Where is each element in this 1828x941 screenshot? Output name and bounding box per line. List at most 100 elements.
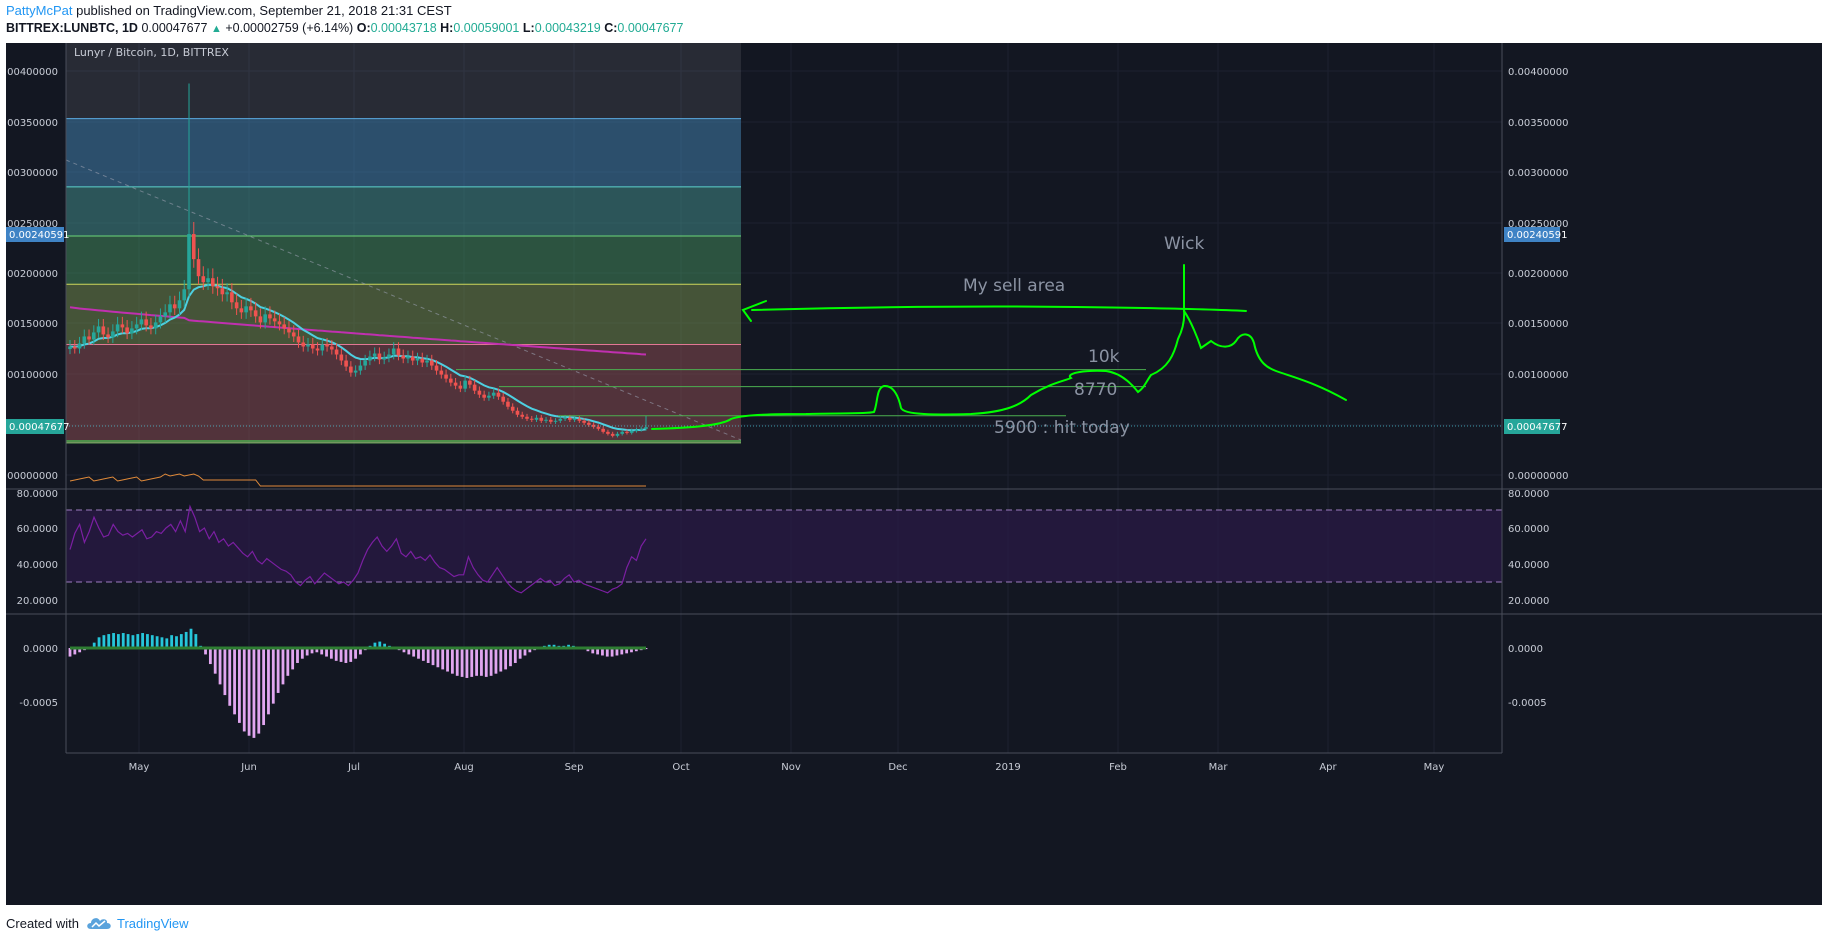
publish-line: PattyMcPat published on TradingView.com,… — [6, 3, 452, 18]
candle-body — [620, 431, 624, 434]
macd-bar — [499, 648, 503, 672]
annotation-10k: 10k — [1088, 347, 1120, 367]
candle-body — [125, 327, 129, 334]
candle-body — [339, 354, 344, 361]
candle-body — [139, 319, 144, 325]
candle-body — [391, 348, 396, 355]
candle-body — [149, 325, 153, 329]
price-axis-label-right: 0.00100000 — [1508, 370, 1568, 381]
macd-bar — [131, 635, 135, 648]
candle-body — [225, 292, 229, 295]
candle-body — [249, 306, 253, 311]
rsi-axis-label-left: 40.0000 — [17, 560, 58, 571]
candle-body — [491, 392, 496, 396]
macd-bar — [518, 648, 522, 659]
annotation-wick: Wick — [1164, 234, 1205, 254]
macd-bar — [421, 648, 425, 661]
macd-bar — [286, 648, 290, 676]
candle-body — [420, 358, 425, 363]
macd-bar — [484, 648, 488, 677]
ema-line — [69, 283, 647, 432]
axis-labels: 0.00400000 0.00400000 0.00350000 0.00350000… — [6, 67, 1568, 773]
candle-body — [434, 365, 439, 371]
macd-bar — [262, 648, 266, 726]
up-triangle-icon: ▲ — [210, 23, 222, 35]
candle-body — [92, 332, 96, 340]
price-axis-label-right: 0.00250000 — [1508, 219, 1568, 230]
highlighted-region — [66, 43, 741, 443]
candle-body — [510, 406, 515, 411]
candle-body — [553, 420, 558, 422]
macd-bar — [68, 648, 72, 657]
macd-bar — [359, 648, 362, 655]
macd-bar — [373, 642, 377, 648]
close-label: C: — [604, 21, 618, 35]
macd-bar — [121, 633, 125, 648]
time-axis-label: May — [129, 762, 150, 773]
macd-bar — [107, 634, 111, 648]
candle-body — [72, 346, 77, 349]
candle-body — [144, 319, 148, 326]
price-axis-label-left: 0.00100000 — [6, 370, 58, 381]
candle-body — [529, 418, 534, 420]
macd-bar — [407, 648, 411, 655]
candle-body — [230, 292, 234, 303]
last-price-badge-right-text: 0.00047677 — [1507, 422, 1567, 433]
tradingview-cloud-icon[interactable] — [85, 914, 113, 932]
price-change: +0.00002759 (+6.14%) — [225, 21, 354, 35]
candle-body — [163, 312, 168, 317]
macd-bar — [509, 648, 512, 667]
macd-bar — [605, 648, 609, 657]
candle-body — [568, 417, 572, 420]
tradingview-link[interactable]: TradingView — [117, 916, 189, 931]
macd-bar — [552, 644, 556, 648]
macd-bar — [470, 648, 474, 677]
candle-body — [439, 370, 444, 375]
price-chart[interactable]: Wick My sell area 10k 8770 5900 : hit to… — [6, 43, 1822, 905]
created-with-label: Created with — [6, 916, 79, 931]
time-axis-label: Dec — [888, 762, 907, 773]
macd-bar — [596, 648, 599, 655]
macd-axis-label-right: 0.0000 — [1508, 644, 1543, 655]
macd-bar — [117, 634, 120, 648]
candle-body — [591, 424, 596, 427]
macd-bar — [402, 648, 406, 653]
high-label: H: — [440, 21, 454, 35]
time-axis-label: Mar — [1209, 762, 1229, 773]
ohlc-line: BITTREX:LUNBTC, 1D 0.00047677 ▲ +0.00002… — [6, 21, 683, 35]
macd-bar — [446, 648, 449, 672]
forecast-path — [651, 308, 1186, 430]
macd-axis-label-left: -0.0005 — [19, 698, 58, 709]
candle-body — [263, 314, 267, 323]
fib-retracement — [66, 118, 741, 444]
candle-body — [106, 334, 110, 338]
annotation-8770: 8770 — [1074, 380, 1117, 400]
price-axis-label-right: 0.00300000 — [1508, 168, 1568, 179]
candle-body — [315, 348, 320, 351]
time-axis-label: Aug — [454, 762, 474, 773]
candle-body — [615, 433, 620, 436]
candle-body — [196, 259, 201, 277]
macd-bar — [208, 648, 212, 665]
rsi-axis-label-left: 80.0000 — [17, 489, 58, 500]
candle-body — [596, 426, 601, 429]
macd-bar — [349, 648, 353, 662]
candle-body — [468, 380, 472, 385]
macd-bar — [460, 648, 464, 677]
candle-body — [353, 370, 358, 373]
author-link[interactable]: PattyMcPat — [6, 3, 73, 18]
macd-bar — [126, 634, 130, 648]
macd-bar — [213, 648, 217, 674]
candle-body — [520, 414, 525, 417]
candle-body — [349, 366, 353, 373]
macd-bar — [634, 648, 638, 652]
macd-bar — [160, 637, 164, 648]
time-axis-label: 2019 — [995, 762, 1020, 773]
macd-bar — [150, 635, 154, 648]
macd-bar — [334, 648, 338, 661]
candle-body — [130, 328, 134, 334]
macd-bar — [179, 634, 183, 648]
macd-bar — [339, 648, 343, 662]
candle-body — [610, 433, 615, 436]
last-price: 0.00047677 — [141, 21, 208, 35]
